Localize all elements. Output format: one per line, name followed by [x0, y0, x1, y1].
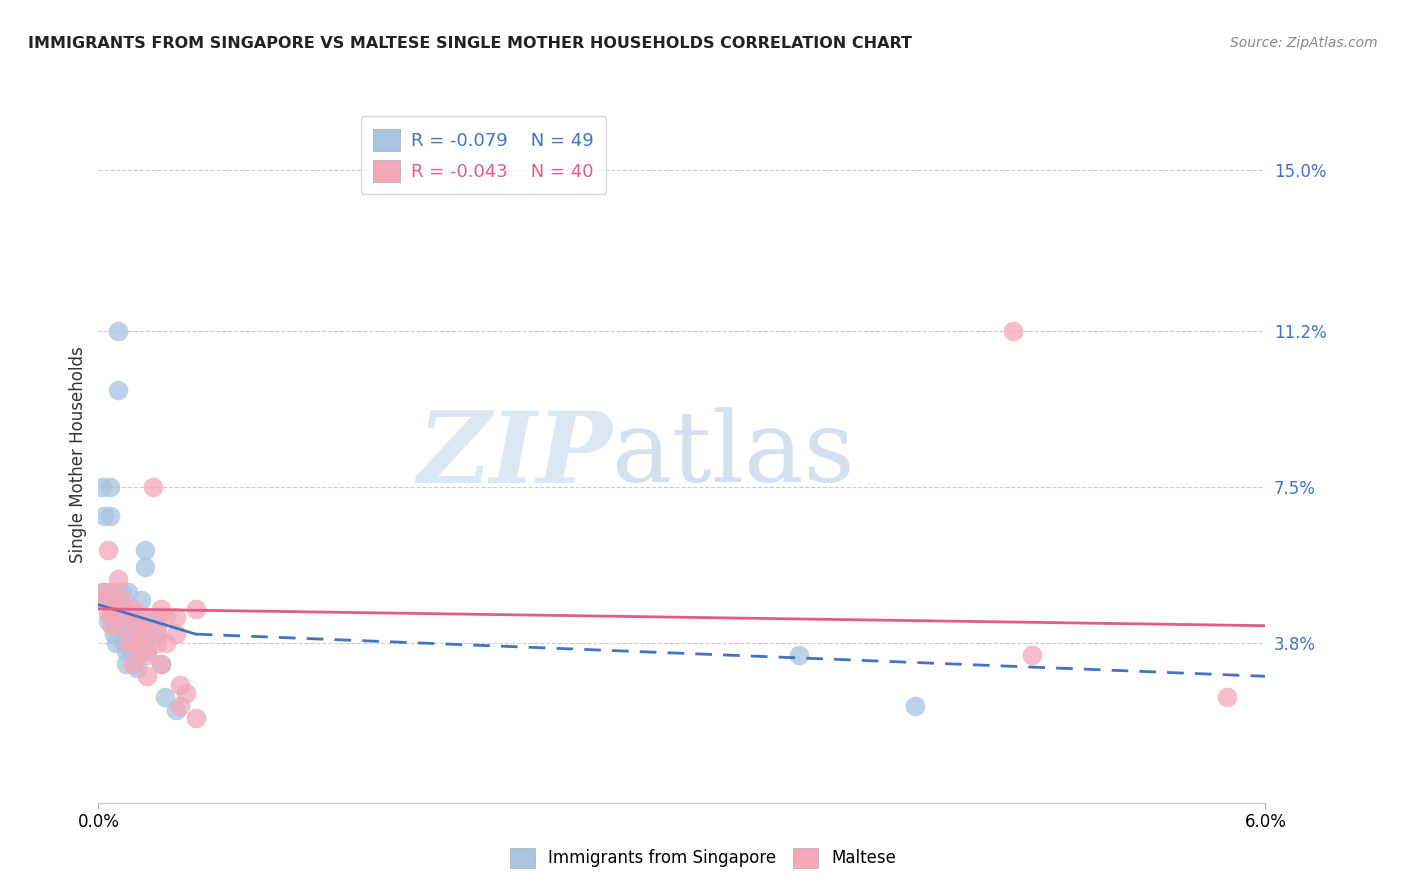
Point — [91, 585, 114, 599]
Point — [98, 509, 121, 524]
Point — [122, 627, 145, 641]
Point — [146, 610, 169, 624]
Point — [134, 627, 156, 641]
Point — [153, 690, 176, 705]
Text: IMMIGRANTS FROM SINGAPORE VS MALTESE SINGLE MOTHER HOUSEHOLDS CORRELATION CHART: IMMIGRANTS FROM SINGAPORE VS MALTESE SIN… — [28, 36, 912, 51]
Point — [127, 661, 149, 675]
Point — [121, 606, 143, 620]
Point — [136, 644, 159, 658]
Point — [111, 602, 134, 616]
Point — [787, 648, 810, 663]
Point — [96, 593, 118, 607]
Point — [1001, 324, 1024, 338]
Point — [117, 585, 139, 599]
Point — [107, 602, 129, 616]
Point — [111, 585, 134, 599]
Point — [98, 479, 121, 493]
Point — [97, 606, 120, 620]
Point — [129, 627, 152, 641]
Point — [114, 657, 136, 671]
Point — [184, 711, 207, 725]
Point — [1215, 690, 1237, 705]
Y-axis label: Single Mother Households: Single Mother Households — [69, 347, 87, 563]
Point — [169, 678, 191, 692]
Point — [127, 635, 149, 649]
Point — [91, 479, 114, 493]
Point — [117, 618, 139, 632]
Point — [155, 610, 177, 624]
Point — [118, 627, 141, 641]
Point — [122, 657, 145, 671]
Point — [104, 618, 127, 632]
Point — [103, 585, 125, 599]
Point — [136, 648, 159, 663]
Point — [122, 648, 145, 663]
Point — [149, 657, 172, 671]
Point — [107, 324, 129, 338]
Point — [127, 618, 149, 632]
Point — [107, 593, 129, 607]
Point — [136, 669, 159, 683]
Point — [103, 627, 125, 641]
Point — [146, 627, 169, 641]
Point — [93, 585, 115, 599]
Point — [169, 698, 191, 713]
Point — [104, 635, 127, 649]
Point — [107, 572, 129, 586]
Point — [97, 542, 120, 557]
Point — [121, 618, 143, 632]
Point — [146, 618, 169, 632]
Point — [127, 635, 149, 649]
Point — [129, 644, 152, 658]
Point — [111, 618, 134, 632]
Point — [127, 648, 149, 663]
Point — [101, 593, 124, 607]
Point — [184, 602, 207, 616]
Point — [111, 593, 134, 607]
Point — [117, 606, 139, 620]
Point — [149, 657, 172, 671]
Point — [103, 615, 125, 629]
Point — [101, 606, 124, 620]
Point — [107, 383, 129, 397]
Point — [97, 615, 120, 629]
Point — [904, 698, 927, 713]
Point — [155, 635, 177, 649]
Point — [114, 644, 136, 658]
Point — [1021, 648, 1043, 663]
Point — [101, 618, 124, 632]
Point — [134, 559, 156, 574]
Point — [129, 610, 152, 624]
Point — [117, 635, 139, 649]
Text: Source: ZipAtlas.com: Source: ZipAtlas.com — [1230, 36, 1378, 50]
Point — [127, 618, 149, 632]
Point — [142, 479, 165, 493]
Point — [165, 610, 187, 624]
Point — [129, 593, 152, 607]
Point — [134, 610, 156, 624]
Point — [174, 686, 197, 700]
Point — [101, 606, 124, 620]
Point — [165, 627, 187, 641]
Legend: R = -0.079    N = 49, R = -0.043    N = 40: R = -0.079 N = 49, R = -0.043 N = 40 — [360, 116, 606, 194]
Point — [112, 618, 135, 632]
Point — [134, 542, 156, 557]
Legend: Immigrants from Singapore, Maltese: Immigrants from Singapore, Maltese — [503, 841, 903, 875]
Point — [97, 585, 120, 599]
Point — [93, 509, 115, 524]
Text: atlas: atlas — [612, 407, 855, 503]
Text: ZIP: ZIP — [418, 407, 612, 503]
Point — [112, 635, 135, 649]
Point — [93, 593, 115, 607]
Point — [149, 602, 172, 616]
Point — [136, 627, 159, 641]
Point — [146, 635, 169, 649]
Point — [165, 703, 187, 717]
Point — [118, 644, 141, 658]
Point — [122, 602, 145, 616]
Point — [107, 606, 129, 620]
